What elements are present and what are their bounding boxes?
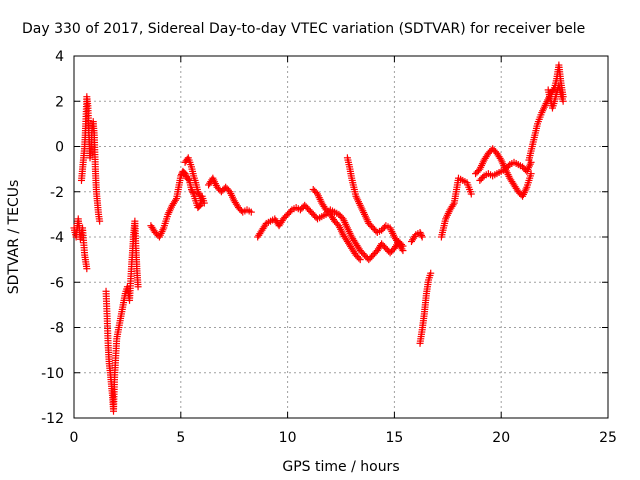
y-tick-label: 4 xyxy=(55,49,64,65)
y-axis-label: SDTVAR / TECUs xyxy=(6,180,22,295)
data-point xyxy=(416,228,424,236)
data-point xyxy=(177,172,185,180)
y-tick-label: -10 xyxy=(41,366,64,382)
data-point xyxy=(527,170,535,178)
data-points xyxy=(70,61,567,415)
y-tick-label: -6 xyxy=(50,275,64,291)
y-tick-label: -12 xyxy=(41,411,64,427)
data-point xyxy=(355,254,363,262)
data-point xyxy=(96,217,104,225)
data-point xyxy=(198,199,206,207)
data-point xyxy=(467,190,475,198)
data-point xyxy=(194,188,202,196)
x-tick-label: 20 xyxy=(492,430,510,446)
x-tick-label: 25 xyxy=(599,430,617,446)
data-point xyxy=(181,170,189,178)
data-point xyxy=(356,256,364,264)
x-tick-label: 5 xyxy=(176,430,185,446)
data-point xyxy=(398,245,406,253)
y-tick-labels: -12 -10 -8 -6 -4 -2 0 2 4 xyxy=(41,49,64,427)
x-tick-label: 15 xyxy=(385,430,403,446)
data-point xyxy=(171,196,179,204)
x-tick-label: 0 xyxy=(70,430,79,446)
data-point xyxy=(496,154,504,162)
data-point xyxy=(247,208,255,216)
chart-title: Day 330 of 2017, Sidereal Day-to-day VTE… xyxy=(22,21,585,37)
y-tick-label: -2 xyxy=(50,185,64,201)
y-tick-label: -8 xyxy=(50,321,64,337)
data-point xyxy=(83,265,91,273)
data-point xyxy=(189,189,197,197)
data-point xyxy=(184,175,192,183)
data-point xyxy=(449,201,457,209)
data-point xyxy=(188,187,196,195)
data-point xyxy=(195,202,203,210)
data-point xyxy=(504,162,512,170)
y-tick-label: 0 xyxy=(55,140,64,156)
data-point xyxy=(559,97,567,105)
data-point xyxy=(195,189,203,197)
x-axis-label: GPS time / hours xyxy=(282,459,399,475)
data-point xyxy=(427,269,435,277)
y-tick-label: 2 xyxy=(55,94,64,110)
data-point xyxy=(187,185,195,193)
data-point xyxy=(182,171,190,179)
x-tick-labels: 0 5 10 15 20 25 xyxy=(70,430,617,446)
data-point xyxy=(195,191,203,199)
data-point xyxy=(286,207,294,215)
data-point xyxy=(479,173,487,181)
y-tick-label: -4 xyxy=(50,230,64,246)
data-point xyxy=(417,231,425,239)
axis-ticks xyxy=(73,55,609,419)
data-point xyxy=(399,247,407,255)
x-tick-label: 10 xyxy=(279,430,297,446)
data-point xyxy=(418,233,426,241)
data-point xyxy=(134,283,142,291)
data-point xyxy=(417,230,425,238)
